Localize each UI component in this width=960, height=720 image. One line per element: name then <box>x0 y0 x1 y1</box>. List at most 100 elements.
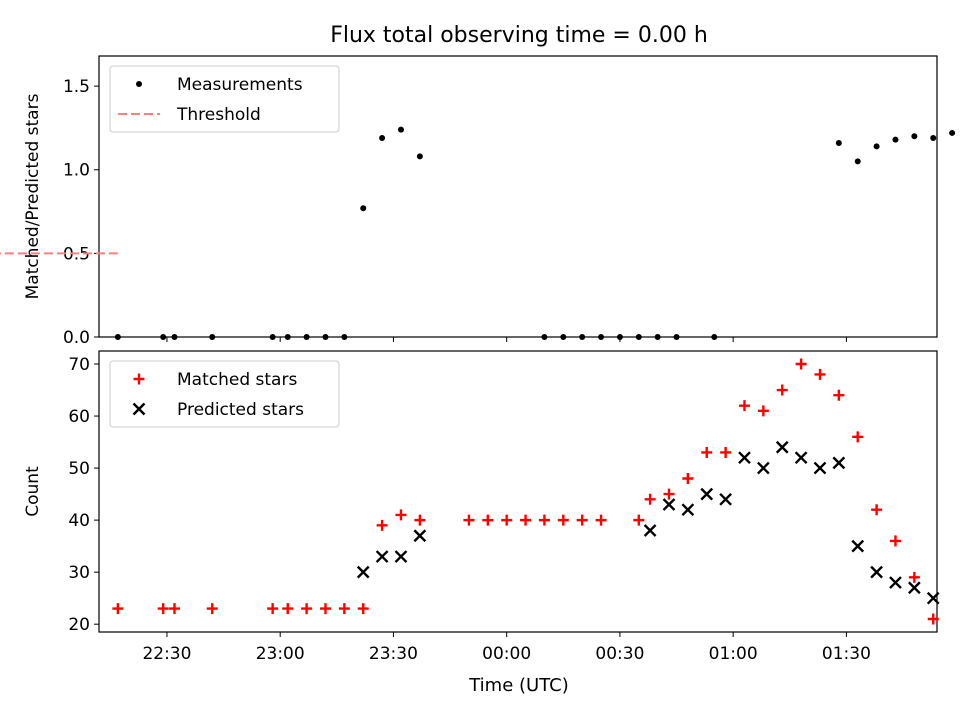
data-point <box>908 571 920 583</box>
data-point <box>376 519 388 531</box>
data-point <box>301 603 313 615</box>
y-tick-label: 30 <box>68 563 90 583</box>
chart-title: Flux total observing time = 0.00 h <box>330 23 708 48</box>
data-point <box>598 334 605 340</box>
legend-dot-marker <box>136 81 142 87</box>
data-point <box>871 504 883 516</box>
data-point <box>520 514 532 526</box>
legend-label: Measurements <box>177 75 303 95</box>
data-point <box>557 514 569 526</box>
legend-label: Predicted stars <box>177 400 304 420</box>
series-predicted-stars <box>356 440 940 605</box>
y-tick-label: 70 <box>68 355 90 375</box>
data-point <box>795 358 807 370</box>
data-point <box>356 565 370 579</box>
series-matched-stars <box>112 358 939 625</box>
data-point <box>720 446 732 458</box>
legend-plus-marker <box>133 373 145 385</box>
data-point <box>397 126 404 133</box>
data-point <box>832 456 846 470</box>
data-point <box>852 431 864 443</box>
data-point <box>701 446 713 458</box>
x-tick-label: 23:00 <box>256 644 305 664</box>
legend-x-marker <box>132 402 146 416</box>
data-point <box>908 581 921 595</box>
data-point <box>413 529 427 543</box>
series-measurements <box>114 126 956 340</box>
data-point <box>870 565 883 579</box>
data-point <box>813 461 827 475</box>
axes-frame <box>98 350 938 633</box>
y-tick-label: 0.0 <box>63 328 90 348</box>
data-point <box>114 334 121 340</box>
data-point <box>757 461 770 475</box>
y-axis-label: Matched/Predicted stars <box>23 93 43 299</box>
data-point <box>501 514 513 526</box>
data-point <box>395 509 407 521</box>
data-point <box>949 129 956 136</box>
x-tick-label: 01:00 <box>709 644 758 664</box>
data-point <box>168 603 180 615</box>
data-point <box>267 603 279 615</box>
data-point <box>794 451 808 465</box>
data-point <box>700 487 714 501</box>
data-point <box>482 514 494 526</box>
data-point <box>416 153 423 160</box>
data-point <box>911 133 918 140</box>
data-point <box>833 389 845 401</box>
y-tick-label: 20 <box>68 615 90 635</box>
legend-box <box>109 360 340 428</box>
x-tick-label: 00:00 <box>482 644 531 664</box>
data-point <box>284 334 291 340</box>
data-point <box>338 603 350 615</box>
data-point <box>282 603 294 615</box>
x-axis-label: Time (UTC) <box>468 675 569 696</box>
data-point <box>757 405 769 417</box>
data-point <box>209 334 216 340</box>
data-point <box>269 334 276 340</box>
data-point <box>635 334 642 340</box>
legend-label: Threshold <box>176 105 261 125</box>
data-point <box>541 334 548 340</box>
data-point <box>633 514 645 526</box>
data-point <box>322 334 329 340</box>
data-point <box>643 524 657 537</box>
x-tick-label: 01:30 <box>822 644 871 664</box>
y-tick-label: 40 <box>68 511 90 531</box>
data-point <box>157 603 169 615</box>
data-point <box>319 603 331 615</box>
data-point <box>616 334 623 340</box>
data-point <box>926 591 940 605</box>
y-tick-label: 60 <box>68 407 90 427</box>
axes-frame <box>98 55 938 338</box>
data-point <box>719 492 732 506</box>
data-point <box>379 134 386 141</box>
data-point <box>463 514 475 526</box>
legend: Matched stars Predicted stars <box>109 360 340 428</box>
data-point <box>854 158 861 165</box>
x-tick-label: 22:30 <box>142 644 191 664</box>
legend-box <box>109 65 340 133</box>
data-point <box>662 498 676 511</box>
data-point <box>738 451 751 465</box>
legend-label: Matched stars <box>177 370 297 390</box>
data-point <box>560 334 567 340</box>
data-point <box>889 535 901 547</box>
data-point <box>357 603 369 615</box>
data-point <box>576 514 588 526</box>
legend: Measurements Threshold <box>109 65 340 133</box>
x-tick-label: 00:30 <box>595 644 644 664</box>
data-point <box>892 136 899 143</box>
data-point <box>814 368 826 380</box>
data-point <box>775 440 789 454</box>
data-point <box>835 139 842 146</box>
data-point <box>360 205 367 212</box>
data-point <box>206 603 218 615</box>
data-point <box>654 334 661 340</box>
y-tick-label: 50 <box>68 459 90 479</box>
data-point <box>851 539 865 553</box>
data-point <box>414 514 426 526</box>
data-point <box>538 514 550 526</box>
